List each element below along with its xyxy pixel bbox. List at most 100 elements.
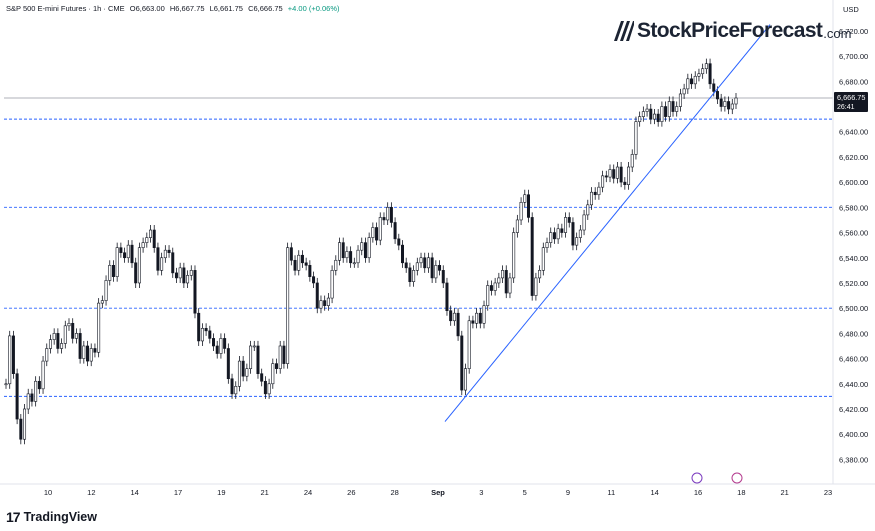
candle-body <box>330 270 334 299</box>
low-value: L6,661.75 <box>209 4 243 13</box>
candle-body <box>200 328 204 342</box>
time-axis[interactable]: 10 12 14 17 19 21 24 26 28 Sep 3 5 9 11 14 16 18 21 23 <box>0 483 875 497</box>
y-tick-label: 6,640.00 <box>839 128 868 137</box>
candle-body <box>78 333 82 359</box>
candle-body <box>252 345 256 348</box>
y-tick-label: 6,420.00 <box>839 405 868 414</box>
candle-body <box>97 302 101 353</box>
y-tick-label: 6,600.00 <box>839 178 868 187</box>
candle-body <box>156 247 160 271</box>
candle-body <box>697 73 701 77</box>
candle-body <box>23 408 27 440</box>
close-value: C6,666.75 <box>248 4 283 13</box>
candle-body <box>419 257 423 264</box>
candle-body <box>378 217 382 241</box>
candle-body <box>271 363 275 385</box>
candle-body <box>404 262 408 269</box>
candle-body <box>690 78 694 85</box>
candle-body <box>586 204 590 216</box>
candle-body <box>323 300 327 306</box>
candle-body <box>652 113 656 120</box>
x-tick-label: 14 <box>130 488 138 497</box>
candle-body <box>412 270 416 282</box>
candle-body <box>526 194 530 218</box>
candle-body <box>523 194 527 203</box>
candle-body <box>186 275 190 284</box>
candle-body <box>282 345 286 364</box>
candle-body <box>297 254 301 271</box>
candle-body <box>608 169 612 178</box>
candle-body <box>230 378 234 395</box>
candle-body <box>478 312 482 324</box>
candle-body <box>208 330 212 339</box>
candle-body <box>349 251 353 264</box>
candle-body <box>556 228 560 240</box>
candle-body <box>356 249 360 264</box>
x-tick-label: 17 <box>174 488 182 497</box>
candle-body <box>4 383 8 386</box>
candle-body <box>589 191 593 206</box>
candle-body <box>471 320 475 324</box>
candle-body <box>538 270 542 279</box>
candle-body <box>8 335 12 385</box>
candle-body <box>597 186 601 196</box>
candle-body <box>223 338 227 349</box>
candle-body <box>304 262 308 266</box>
candle-body <box>15 373 19 420</box>
candle-body <box>463 368 467 391</box>
x-tick-label: 11 <box>607 488 615 497</box>
candle-body <box>501 270 505 279</box>
candle-body <box>504 270 508 294</box>
candle-body <box>63 325 67 344</box>
candle-body <box>693 75 697 85</box>
candle-body <box>215 345 219 354</box>
candle-body <box>612 169 616 179</box>
y-tick-label: 6,440.00 <box>839 380 868 389</box>
candle-body <box>460 335 464 391</box>
candle-body <box>567 217 571 223</box>
x-tick-label: 16 <box>694 488 702 497</box>
tradingview-brand[interactable]: 17 TradingView <box>6 509 97 525</box>
candle-body <box>486 285 490 306</box>
y-tick-label: 6,500.00 <box>839 304 868 313</box>
candle-body <box>74 333 78 339</box>
candle-body <box>212 338 216 347</box>
candle-body <box>615 166 619 179</box>
candle-body <box>100 300 104 304</box>
horizontal-levels <box>4 97 833 397</box>
candle-body <box>241 360 245 377</box>
candle-body <box>126 244 130 259</box>
y-tick-label: 6,680.00 <box>839 77 868 86</box>
candle-body <box>545 242 549 248</box>
candle-body <box>352 262 356 265</box>
candle-body <box>467 320 471 369</box>
logo-domain: .com <box>823 26 852 41</box>
currency-label[interactable]: USD <box>843 5 859 14</box>
candle-body <box>415 262 419 271</box>
candle-body <box>541 247 545 271</box>
candle-body <box>71 322 75 339</box>
candle-body <box>275 363 279 369</box>
change-value: +4.00 (+0.06%) <box>287 4 340 13</box>
x-tick-label: Sep <box>431 488 445 497</box>
candle-body <box>638 116 642 122</box>
y-tick-label: 6,720.00 <box>839 27 868 36</box>
price-axis[interactable]: 6,380.00 6,400.00 6,420.00 6,440.00 6,460.00… <box>832 0 868 484</box>
candle-body <box>593 191 597 196</box>
stockpriceforecast-logo: StockPriceForecast .com <box>612 18 851 44</box>
uptrend-line[interactable] <box>444 24 771 422</box>
candle-body <box>719 98 723 107</box>
candle-body <box>656 113 660 122</box>
symbol-title[interactable]: S&P 500 E-mini Futures · 1h · CME <box>6 4 125 13</box>
event-icon <box>691 472 703 484</box>
y-tick-label: 6,380.00 <box>839 455 868 464</box>
event-markers[interactable] <box>691 472 743 484</box>
x-tick-label: 21 <box>260 488 268 497</box>
candle-body <box>37 380 41 390</box>
candle-body <box>289 247 293 261</box>
candle-body <box>534 277 538 296</box>
trendline[interactable] <box>444 24 771 422</box>
candle-body <box>308 265 312 277</box>
candle-body <box>564 217 568 233</box>
